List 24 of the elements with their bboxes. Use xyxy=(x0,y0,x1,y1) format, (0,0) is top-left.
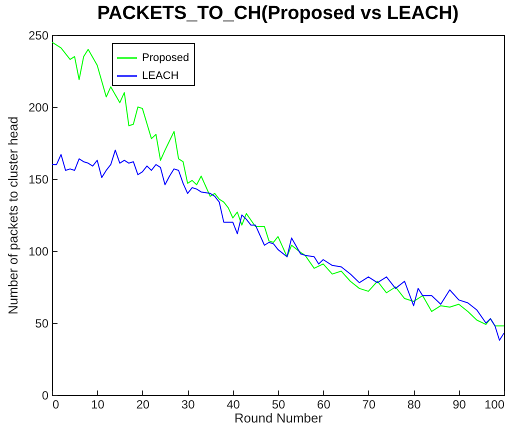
x-axis-title: Round Number xyxy=(234,410,324,426)
x-tick-label: 0 xyxy=(52,398,60,412)
x-tick-label: 50 xyxy=(272,398,286,412)
y-tick-label: 100 xyxy=(28,244,49,258)
x-tick-label: 80 xyxy=(407,398,422,412)
line-series xyxy=(52,150,504,341)
legend-label: LEACH xyxy=(142,70,179,82)
y-tick-label: 250 xyxy=(28,28,49,42)
x-tick-label: 10 xyxy=(91,398,105,412)
y-tick-label: 50 xyxy=(35,316,49,330)
chart-title: PACKETS_TO_CH(Proposed vs LEACH) xyxy=(97,3,459,24)
y-tick-label: 0 xyxy=(42,388,49,402)
x-tick-label: 40 xyxy=(226,398,240,412)
y-tick-label: 150 xyxy=(28,172,49,186)
legend-label: Proposed xyxy=(142,52,190,64)
y-tick-label: 200 xyxy=(28,100,49,114)
x-tick-label: 60 xyxy=(317,398,331,412)
y-axis-title: Number of packets to cluster head xyxy=(5,116,20,314)
x-tick-label: 70 xyxy=(362,398,376,412)
x-tick-label: 100 xyxy=(484,398,505,412)
x-tick-label: 90 xyxy=(452,398,466,412)
line-series xyxy=(52,42,504,326)
x-tick-label: 20 xyxy=(136,398,150,412)
x-tick-label: 30 xyxy=(181,398,196,412)
